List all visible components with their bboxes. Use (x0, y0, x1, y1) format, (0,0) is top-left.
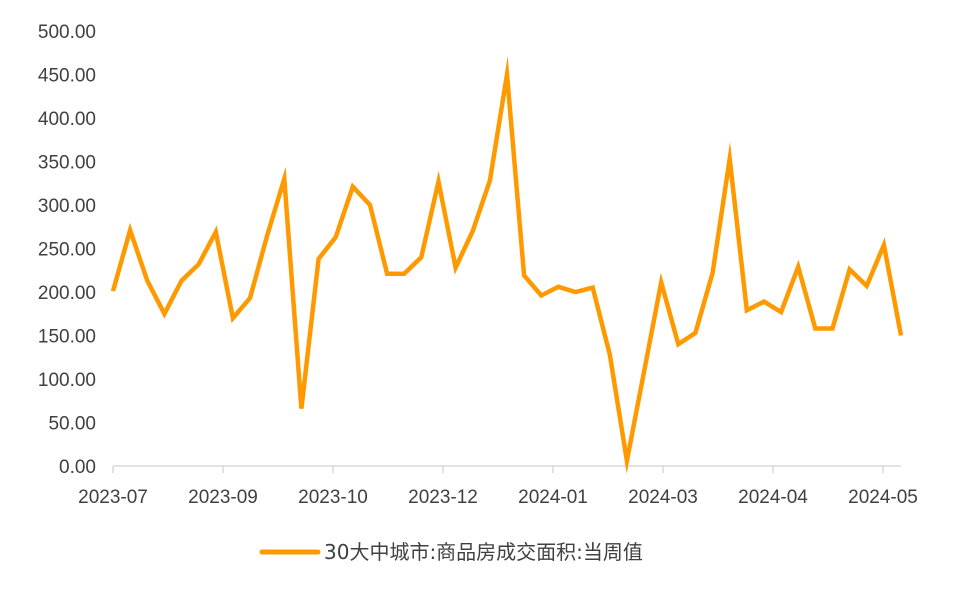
y-tick-label: 150.00 (38, 327, 96, 348)
y-tick-label: 450.00 (38, 66, 96, 87)
y-tick-label: 250.00 (38, 240, 96, 261)
x-tick-label: 2024-01 (518, 487, 588, 508)
legend-label: 30大中城市:商品房成交面积:当周值 (324, 540, 643, 564)
x-tick-label: 2024-03 (628, 487, 698, 508)
y-tick-label: 400.00 (38, 109, 96, 130)
y-tick-label: 200.00 (38, 283, 96, 304)
x-axis: 2023-07 2023-09 2023-10 2023-12 2024-01 2024-… (78, 465, 918, 508)
y-tick-label: 350.00 (38, 153, 96, 174)
y-tick-label: 500.00 (38, 22, 96, 43)
x-tick-label: 2024-04 (738, 487, 808, 508)
y-tick-label: 50.00 (48, 414, 96, 435)
y-tick-label: 100.00 (38, 370, 96, 391)
x-tick-label: 2024-05 (848, 487, 918, 508)
x-tick-label: 2023-09 (188, 487, 258, 508)
series-line (110, 56, 904, 474)
y-tick-label: 300.00 (38, 196, 96, 217)
y-axis: 0.00 50.00 100.00 150.00 200.00 250.00 300.00 3… (38, 22, 96, 478)
x-tick-label: 2023-10 (298, 487, 368, 508)
x-tick-label: 2023-12 (408, 487, 478, 508)
x-tick-label: 2023-07 (78, 487, 148, 508)
legend: 30大中城市:商品房成交面积:当周值 (259, 540, 643, 564)
y-tick-label: 0.00 (59, 457, 96, 478)
series-layer (110, 56, 904, 474)
